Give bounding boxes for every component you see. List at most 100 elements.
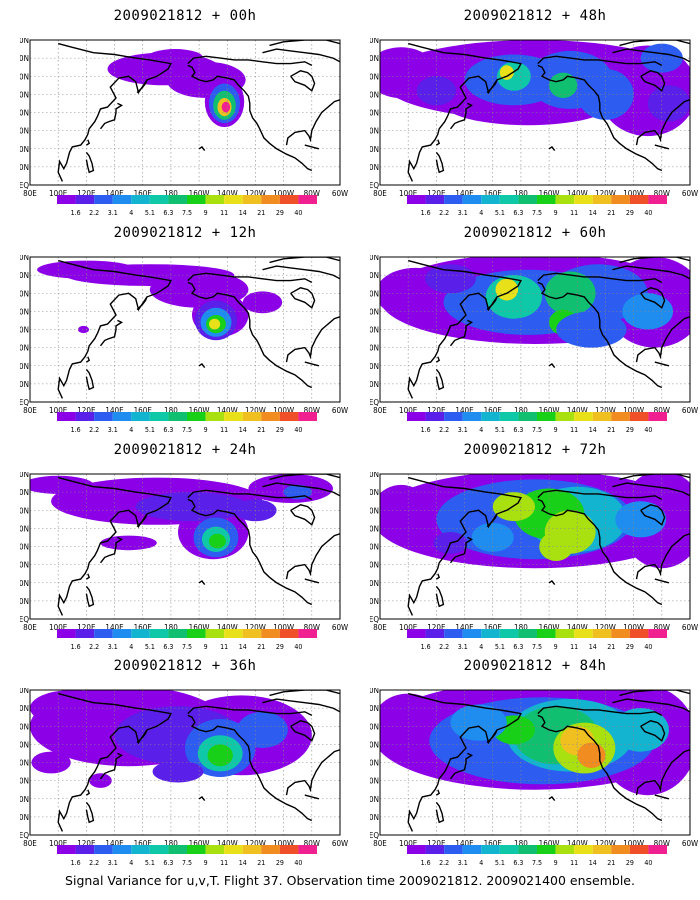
colorbar-label: 40 xyxy=(644,426,652,434)
variance-contour xyxy=(495,278,519,301)
colorbar-label: 21 xyxy=(607,859,615,867)
colorbar-swatch xyxy=(537,845,556,854)
lon-tick-label: 100E xyxy=(399,406,418,415)
lat-tick-label: 20N xyxy=(20,795,29,804)
colorbar-swatch xyxy=(629,195,649,204)
lat-tick-label: 70N xyxy=(20,271,29,280)
forecast-panel-48h: 2009021812 + 48h 80N 70N 60N 50N 40N 30N 20N 10N… xyxy=(370,8,700,223)
colorbar-label: 11 xyxy=(220,426,228,434)
lat-tick-label: 20N xyxy=(370,362,379,371)
lon-tick-label: 180 xyxy=(514,839,528,848)
colorbar: 1.6 2.2 3.1 4 5.1 6.3 7.5 9 11 14 21 29 40 xyxy=(57,629,317,651)
colorbar-label: 7.5 xyxy=(532,426,542,434)
colorbar-label: 40 xyxy=(644,209,652,217)
colorbar-label: 2.2 xyxy=(89,209,99,217)
colorbar-swatch xyxy=(149,845,169,854)
coastline xyxy=(640,504,666,526)
coastline xyxy=(449,102,474,130)
coastline xyxy=(57,259,172,399)
colorbar-label: 29 xyxy=(276,859,284,867)
lon-tick-label: 140W xyxy=(217,839,238,848)
variance-contour xyxy=(207,744,233,767)
coastline xyxy=(537,714,663,822)
colorbar-label: 11 xyxy=(570,209,578,217)
coastline xyxy=(86,573,91,580)
colorbar-swatch xyxy=(112,845,132,854)
lat-tick-label: 50N xyxy=(20,524,29,533)
colorbar-swatch xyxy=(481,845,500,854)
lat-tick-label: 80N xyxy=(20,255,29,262)
coastline xyxy=(290,504,316,526)
colorbar-label: 5.1 xyxy=(145,209,155,217)
variance-contour xyxy=(425,264,476,294)
colorbar-label: 7.5 xyxy=(182,426,192,434)
lon-tick-label: 160W xyxy=(189,839,210,848)
lat-tick-label: EQ xyxy=(20,398,29,407)
colorbar-swatch xyxy=(518,412,537,421)
coastline xyxy=(187,55,313,67)
lat-tick-label: 60N xyxy=(370,722,379,731)
colorbar: 1.6 2.2 3.1 4 5.1 6.3 7.5 9 11 14 21 29 40 xyxy=(57,195,317,217)
colorbar-label: 2.2 xyxy=(89,426,99,434)
colorbar-label: 29 xyxy=(626,643,634,651)
colorbar-label: 21 xyxy=(607,643,615,651)
coastline xyxy=(285,316,340,363)
colorbar-label: 9 xyxy=(554,209,558,217)
forecast-panel-36h: 2009021812 + 36h 80N 70N 60N 50N 40N 30N 20N 10N… xyxy=(20,658,350,873)
colorbar-label: 40 xyxy=(294,209,302,217)
colorbar-swatch xyxy=(407,195,426,204)
colorbar-label: 9 xyxy=(204,426,208,434)
coastline xyxy=(85,368,95,391)
coastline xyxy=(537,64,663,172)
colorbar-swatch xyxy=(537,195,556,204)
lat-tick-label: 40N xyxy=(370,109,379,118)
lon-tick-label: 160E xyxy=(134,406,153,415)
coastline xyxy=(486,729,498,744)
lat-tick-label: 10N xyxy=(20,163,29,172)
lat-tick-label: 30N xyxy=(370,777,379,786)
forecast-panel-24h: 2009021812 + 24h 80N 70N 60N 50N 40N 30N 20N 10N… xyxy=(20,442,350,657)
lon-tick-label: 140E xyxy=(455,623,474,632)
lat-tick-label: 50N xyxy=(370,524,379,533)
coastline xyxy=(269,257,340,264)
colorbar-swatch xyxy=(462,845,482,854)
variance-contour xyxy=(135,492,249,522)
coastline xyxy=(436,139,441,146)
coastline xyxy=(99,536,124,564)
variance-contour xyxy=(549,72,578,98)
forecast-panel-60h: 2009021812 + 60h 80N 70N 60N 50N 40N 30N 20N 10N… xyxy=(370,225,700,440)
forecast-panel-72h: 2009021812 + 72h 80N 70N 60N 50N 40N 30N 20N 10N… xyxy=(370,442,700,657)
colorbar-label: 6.3 xyxy=(163,859,173,867)
colorbar-swatch xyxy=(518,845,537,854)
lon-tick-label: 100W xyxy=(273,189,294,198)
variance-contour xyxy=(209,318,221,330)
colorbar-label: 5.1 xyxy=(495,209,505,217)
colorbar-swatch xyxy=(279,412,299,421)
colorbar-swatch xyxy=(242,195,262,204)
lat-tick-label: 50N xyxy=(370,90,379,99)
lat-tick-label: 50N xyxy=(370,307,379,316)
colorbar-label: 40 xyxy=(294,643,302,651)
variance-contour xyxy=(221,101,231,113)
colorbar-label: 7.5 xyxy=(182,209,192,217)
lon-tick-label: 80E xyxy=(23,406,37,415)
coastline xyxy=(285,99,340,146)
lat-tick-label: 40N xyxy=(370,543,379,552)
lat-tick-label: 20N xyxy=(20,579,29,588)
colorbar-swatch xyxy=(242,629,262,638)
colorbar-label: 29 xyxy=(626,426,634,434)
colorbar-label: 7.5 xyxy=(182,643,192,651)
lon-tick-label: 60W xyxy=(682,189,698,198)
colorbar-label: 5.1 xyxy=(495,859,505,867)
colorbar-label: 29 xyxy=(276,209,284,217)
colorbar-label: 5.1 xyxy=(145,643,155,651)
colorbar-swatch xyxy=(94,412,113,421)
colorbar-label: 40 xyxy=(644,643,652,651)
lat-tick-label: EQ xyxy=(20,615,29,624)
colorbar-swatch xyxy=(187,195,206,204)
lat-tick-label: 30N xyxy=(370,344,379,353)
colorbar-swatch xyxy=(168,195,187,204)
colorbar-swatch xyxy=(57,845,76,854)
lon-tick-label: 120W xyxy=(595,623,616,632)
